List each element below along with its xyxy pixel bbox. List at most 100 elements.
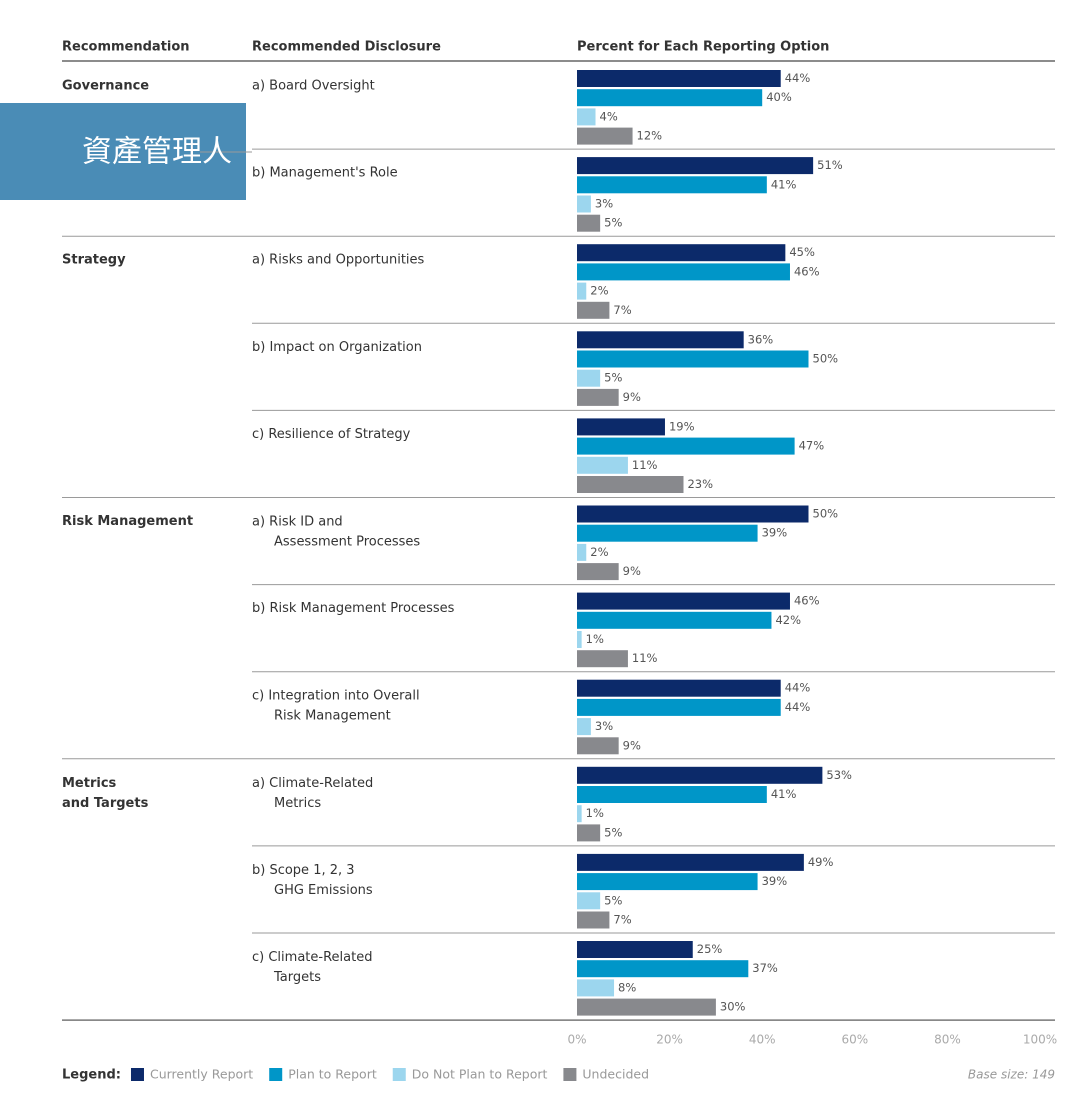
column-header: Recommendation (62, 40, 190, 55)
value-label: 41% (771, 787, 797, 801)
value-label: 49% (808, 855, 834, 869)
base-size: Base size: 149 (968, 1068, 1055, 1082)
value-label: 41% (771, 177, 797, 191)
value-label: 7% (613, 303, 631, 317)
bar (577, 543, 587, 561)
legend-swatch (269, 1068, 283, 1081)
bar (577, 437, 795, 455)
bar (577, 524, 758, 542)
x-tick-label: 20% (656, 1033, 683, 1047)
x-tick-label: 100% (1023, 1033, 1057, 1047)
disclosure-label: a) Board Oversight (252, 79, 375, 94)
value-label: 11% (632, 458, 658, 472)
value-label: 5% (604, 371, 622, 385)
value-label: 9% (623, 738, 641, 752)
bar (577, 282, 587, 300)
value-label: 23% (687, 477, 713, 491)
bar (577, 331, 744, 349)
disclosure-label: c) Climate-Related Targets (252, 950, 372, 985)
value-label: 51% (817, 158, 843, 172)
legend-label: Plan to Report (288, 1067, 377, 1082)
bar (577, 650, 628, 668)
annotation: 資產管理人 (82, 135, 232, 170)
disclosure-label: c) Integration into Overall Risk Manageme… (252, 688, 420, 723)
bar (577, 766, 823, 784)
value-label: 5% (604, 893, 622, 907)
bar (577, 301, 610, 319)
bar (577, 631, 582, 648)
value-label: 53% (826, 768, 852, 782)
bar (577, 611, 772, 629)
bar (577, 176, 767, 194)
bar (577, 998, 716, 1016)
bar (577, 737, 619, 755)
bar (577, 456, 628, 474)
value-label: 5% (604, 825, 622, 839)
bar (577, 563, 619, 581)
value-label: 2% (590, 284, 608, 298)
bar (577, 388, 619, 406)
value-label: 44% (785, 681, 811, 695)
value-label: 2% (590, 545, 608, 559)
bar (577, 476, 684, 493)
bar (577, 369, 601, 387)
value-label: 44% (785, 71, 811, 85)
x-tick-label: 80% (934, 1033, 961, 1047)
value-label: 42% (775, 613, 801, 627)
value-label: 5% (604, 216, 622, 230)
bar (577, 911, 610, 929)
legend-label: Do Not Plan to Report (412, 1067, 548, 1082)
value-label: 30% (720, 1000, 746, 1014)
value-label: 9% (623, 564, 641, 578)
disclosure-label: a) Climate-Related Metrics (252, 775, 373, 810)
value-label: 19% (669, 419, 695, 433)
value-label: 11% (632, 651, 658, 665)
bar (577, 418, 665, 436)
legend-swatch (130, 1068, 144, 1081)
legend-label: Currently Report (150, 1067, 253, 1082)
bar (577, 892, 601, 910)
value-label: 44% (785, 700, 811, 714)
bar (577, 350, 809, 368)
bar (577, 805, 582, 823)
disclosure-label: a) Risks and Opportunities (252, 253, 425, 268)
bar (577, 214, 601, 232)
column-header: Recommended Disclosure (252, 40, 441, 55)
value-label: 12% (637, 129, 663, 143)
bar (577, 505, 809, 523)
value-label: 39% (762, 526, 788, 540)
value-label: 36% (748, 332, 774, 346)
disclosure-label: a) Risk ID and Assessment Processes (252, 514, 420, 549)
value-label: 1% (586, 806, 604, 820)
bar (577, 679, 781, 697)
column-header: Percent for Each Reporting Option (577, 40, 829, 55)
value-label: 47% (799, 439, 825, 453)
value-label: 25% (697, 942, 723, 956)
legend-title: Legend: (62, 1068, 121, 1083)
bar (577, 979, 615, 997)
value-label: 50% (813, 352, 839, 366)
recommendation-label: Governance (62, 79, 149, 94)
legend-swatch (392, 1068, 406, 1081)
recommendation-label: Metrics and Targets (62, 775, 149, 810)
disclosure-label: b) Scope 1, 2, 3 GHG Emissions (252, 862, 373, 897)
bar (577, 941, 693, 958)
legend-label: Undecided (582, 1067, 649, 1082)
disclosure-label: c) Resilience of Strategy (252, 427, 411, 442)
bar (577, 195, 591, 213)
bar (577, 244, 786, 262)
bar (577, 70, 781, 87)
value-label: 45% (789, 245, 815, 259)
disclosure-label: b) Impact on Organization (252, 340, 422, 355)
value-label: 3% (595, 197, 613, 211)
bar (577, 127, 633, 145)
value-label: 9% (623, 390, 641, 404)
bar (577, 263, 790, 281)
recommendation-label: Strategy (62, 253, 126, 268)
bar (577, 960, 749, 978)
disclosure-label: b) Risk Management Processes (252, 601, 455, 616)
value-label: 46% (794, 264, 820, 278)
bar (577, 824, 601, 842)
value-label: 3% (595, 719, 613, 733)
